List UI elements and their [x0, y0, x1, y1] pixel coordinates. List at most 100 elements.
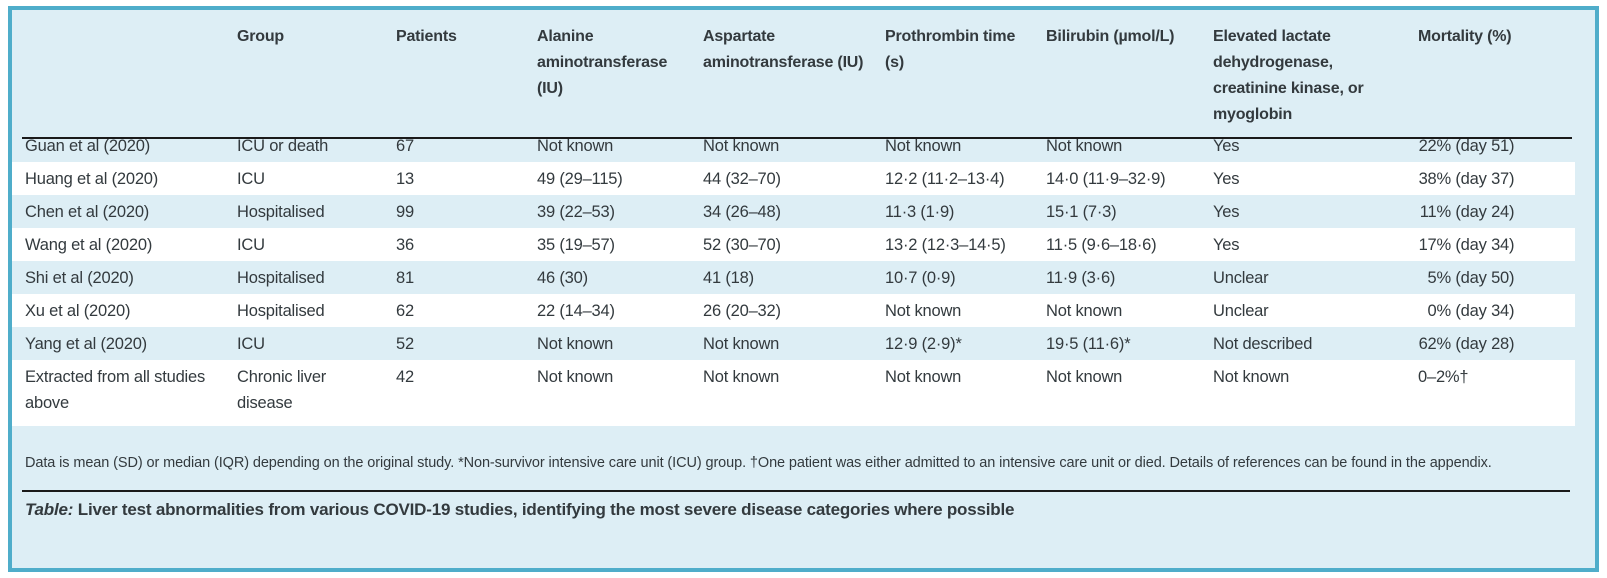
cell-pt: 11·3 (1·9): [885, 203, 955, 221]
mortality-percent: 22%: [1418, 137, 1452, 155]
cell-ldh: Yes: [1213, 236, 1240, 254]
liver-test-table: Group Patients Alanine aminotransferase (I…: [12, 10, 1575, 426]
cell-mortality: 22% (day 51): [1405, 129, 1575, 162]
mortality-day: (day 34): [1451, 302, 1515, 320]
cell-mortality: 11% (day 24): [1405, 195, 1575, 228]
cell-ast: Not known: [703, 335, 780, 353]
table-row: Chen et al (2020) Hospitalised 99 39 (22–53…: [12, 195, 1575, 228]
cell-alt: 22 (14–34): [537, 302, 615, 320]
cell-ast: Not known: [703, 137, 780, 155]
cell-alt: 46 (30): [537, 269, 588, 287]
cell-pt: Not known: [885, 302, 962, 320]
liver-test-table-panel: Group Patients Alanine aminotransferase (I…: [8, 6, 1599, 572]
cell-alt: 35 (19–57): [537, 236, 615, 254]
cell-patients: 42: [396, 368, 414, 386]
cell-patients: 13: [396, 170, 414, 188]
cell-alt: Not known: [537, 137, 614, 155]
cell-bilirubin: Not known: [1046, 302, 1123, 320]
cell-group: ICU or death: [237, 137, 329, 155]
cell-pt: 12·9 (2·9)*: [885, 335, 962, 353]
cell-pt: 10·7 (0·9): [885, 269, 956, 287]
cell-pt: Not known: [885, 368, 962, 386]
cell-study: Guan et al (2020): [25, 137, 151, 155]
col-header-bilirubin: Bilirubin (µmol/L): [1046, 28, 1175, 45]
table-row: Huang et al (2020) ICU 13 49 (29–115) 44 (32…: [12, 162, 1575, 195]
table-body: Guan et al (2020) ICU or death 67 Not known…: [12, 129, 1575, 426]
cell-group: Chronic liver disease: [237, 368, 327, 412]
table-header: Group Patients Alanine aminotransferase (I…: [12, 10, 1575, 129]
cell-patients: 36: [396, 236, 414, 254]
mortality-day: (day 50): [1451, 269, 1515, 287]
cell-ast: Not known: [703, 368, 780, 386]
cell-ast: 34 (26–48): [703, 203, 781, 221]
cell-patients: 81: [396, 269, 414, 287]
caption-divider-rule: [22, 490, 1570, 492]
col-header-pt: Prothrombin time (s): [885, 28, 1016, 71]
mortality-percent: 5%: [1427, 269, 1452, 287]
mortality-percent: 0%: [1427, 302, 1452, 320]
mortality-day: (day 24): [1451, 203, 1515, 221]
mortality-day: †: [1459, 368, 1469, 386]
cell-alt: Not known: [537, 368, 614, 386]
table-row: Wang et al (2020) ICU 36 35 (19–57) 52 (30–7…: [12, 228, 1575, 261]
cell-mortality: 38% (day 37): [1405, 162, 1575, 195]
table-row: Extracted from all studies above Chronic …: [12, 360, 1575, 426]
cell-group: ICU: [237, 335, 265, 353]
cell-mortality: 0–2%†: [1405, 360, 1575, 426]
cell-ldh: Unclear: [1213, 302, 1269, 320]
col-header-group: Group: [237, 28, 284, 45]
cell-bilirubin: 11·5 (9·6–18·6): [1046, 236, 1157, 254]
cell-group: ICU: [237, 170, 265, 188]
cell-mortality: 5% (day 50): [1405, 261, 1575, 294]
mortality-day: (day 51): [1451, 137, 1515, 155]
cell-study: Xu et al (2020): [25, 302, 131, 320]
cell-alt: 39 (22–53): [537, 203, 615, 221]
cell-ast: 52 (30–70): [703, 236, 781, 254]
caption-text: Liver test abnormalities from various CO…: [73, 500, 1015, 519]
cell-study: Shi et al (2020): [25, 269, 134, 287]
cell-ast: 44 (32–70): [703, 170, 781, 188]
col-header-ldh: Elevated lactate dehydrogenase, creatini…: [1213, 28, 1364, 123]
table-row: Xu et al (2020) Hospitalised 62 22 (14–34) 2…: [12, 294, 1575, 327]
mortality-percent: 11%: [1419, 203, 1451, 221]
table-caption: Table: Liver test abnormalities from var…: [25, 499, 1570, 521]
mortality-percent: 17%: [1418, 236, 1452, 254]
cell-ldh: Yes: [1213, 203, 1240, 221]
mortality-percent: 62%: [1418, 335, 1452, 353]
cell-patients: 67: [396, 137, 414, 155]
cell-group: Hospitalised: [237, 269, 325, 287]
table-row: Guan et al (2020) ICU or death 67 Not known…: [12, 129, 1575, 162]
cell-bilirubin: 19·5 (11·6)*: [1046, 335, 1131, 353]
cell-group: Hospitalised: [237, 302, 325, 320]
col-header-mortality: Mortality (%): [1418, 28, 1512, 45]
cell-ldh: Unclear: [1213, 269, 1269, 287]
cell-mortality: 62% (day 28): [1405, 327, 1575, 360]
header-divider-rule: [22, 137, 1572, 139]
cell-ldh: Yes: [1213, 137, 1240, 155]
cell-group: ICU: [237, 236, 265, 254]
cell-patients: 62: [396, 302, 414, 320]
cell-bilirubin: 14·0 (11·9–32·9): [1046, 170, 1166, 188]
col-header-alt: Alanine aminotransferase (IU): [537, 28, 668, 97]
cell-pt: Not known: [885, 137, 962, 155]
cell-study: Extracted from all studies above: [25, 368, 206, 412]
col-header-patients: Patients: [396, 28, 457, 45]
cell-alt: 49 (29–115): [537, 170, 623, 188]
cell-bilirubin: Not known: [1046, 137, 1123, 155]
table-header-row: Group Patients Alanine aminotransferase (I…: [12, 10, 1575, 129]
cell-bilirubin: Not known: [1046, 368, 1123, 386]
cell-ast: 41 (18): [703, 269, 754, 287]
cell-pt: 12·2 (11·2–13·4): [885, 170, 1005, 188]
cell-ast: 26 (20–32): [703, 302, 781, 320]
cell-pt: 13·2 (12·3–14·5): [885, 236, 1006, 254]
cell-study: Chen et al (2020): [25, 203, 150, 221]
table-row: Yang et al (2020) ICU 52 Not known Not known…: [12, 327, 1575, 360]
cell-ldh: Not described: [1213, 335, 1313, 353]
mortality-day: (day 28): [1451, 335, 1515, 353]
cell-bilirubin: 15·1 (7·3): [1046, 203, 1117, 221]
mortality-day: (day 37): [1451, 170, 1515, 188]
col-header-ast: Aspartate aminotransferase (IU): [703, 28, 864, 71]
caption-label: Table:: [25, 500, 74, 519]
cell-study: Huang et al (2020): [25, 170, 159, 188]
cell-group: Hospitalised: [237, 203, 325, 221]
